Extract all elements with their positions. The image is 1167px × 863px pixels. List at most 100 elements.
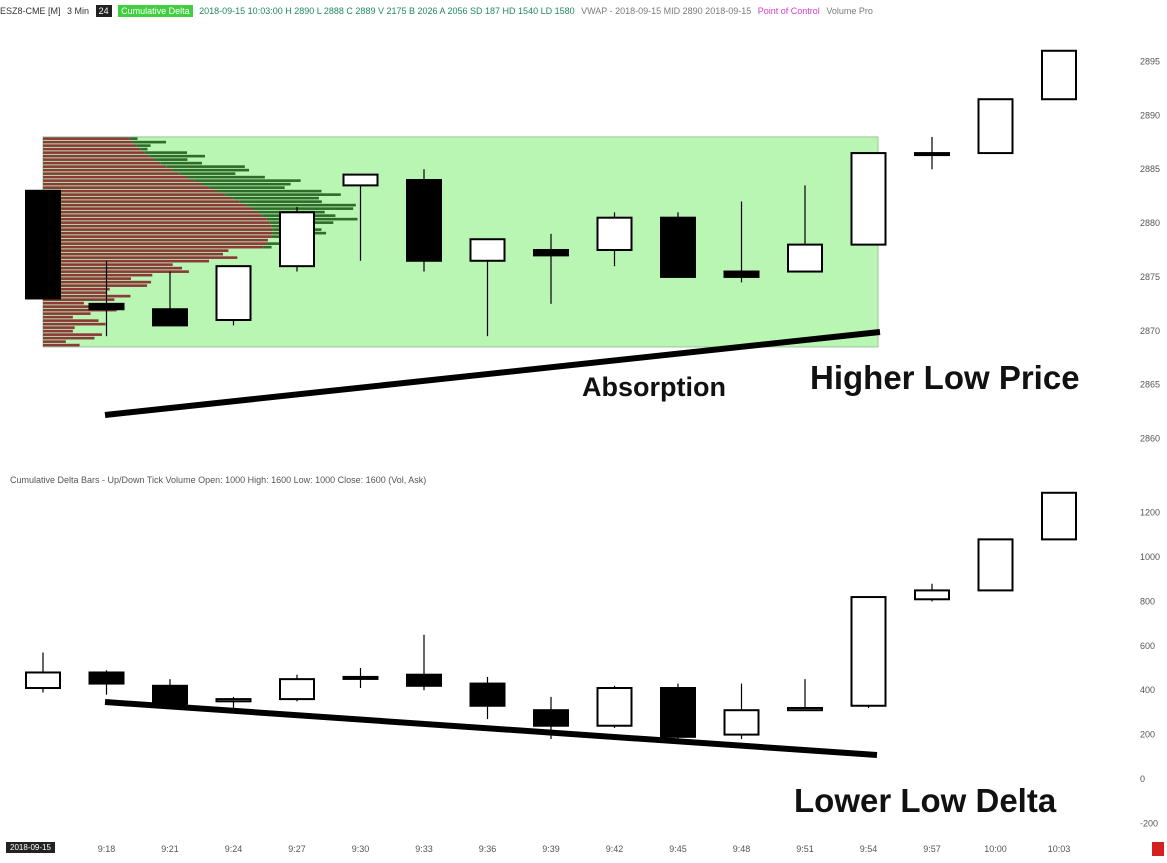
profile-bar-low bbox=[43, 315, 73, 319]
price-candle bbox=[723, 270, 760, 278]
profile-bar-high bbox=[172, 168, 250, 172]
price-candle bbox=[279, 211, 315, 268]
poc-label: Point of Control bbox=[757, 6, 820, 16]
profile-bar-low bbox=[43, 147, 141, 151]
symbol-label: ESZ8-CME [M] bbox=[0, 6, 61, 16]
profile-bar-low bbox=[43, 231, 273, 235]
time-axis-tick: 9:39 bbox=[542, 844, 560, 854]
profile-bar-high bbox=[202, 182, 291, 186]
time-axis-tick: 9:30 bbox=[352, 844, 370, 854]
higher-low-trendline bbox=[104, 329, 881, 418]
profile-bar-low bbox=[43, 259, 210, 263]
time-axis-tick: 9:24 bbox=[225, 844, 243, 854]
delta-candle bbox=[25, 671, 61, 690]
profile-bar-low bbox=[43, 277, 131, 280]
time-axis-tick: 9:27 bbox=[288, 844, 306, 854]
time-axis-tick: 9:18 bbox=[98, 844, 116, 854]
price-axis-tick: 2875 bbox=[1140, 272, 1160, 282]
time-axis-tick: 9:42 bbox=[606, 844, 624, 854]
time-axis-tick: 9:54 bbox=[860, 844, 878, 854]
profile-bar-low bbox=[43, 207, 253, 210]
volume-profile bbox=[43, 137, 358, 347]
profile-bar-low bbox=[43, 158, 155, 161]
profile-bar-low bbox=[43, 221, 270, 224]
time-axis-tick: 9:57 bbox=[923, 844, 941, 854]
profile-bar-low bbox=[43, 340, 66, 343]
price-axis-tick: 2885 bbox=[1140, 164, 1160, 174]
profile-bar-low bbox=[43, 298, 115, 301]
price-candles bbox=[25, 49, 1077, 337]
price-axis-tick: 2860 bbox=[1140, 433, 1160, 443]
profile-bar-low bbox=[43, 336, 95, 340]
profile-bar-low bbox=[43, 144, 137, 147]
profile-bar-high bbox=[186, 175, 265, 179]
higher-low-annotation: Higher Low Price bbox=[810, 359, 1080, 396]
profile-bar-low bbox=[43, 245, 264, 249]
profile-bar-high bbox=[136, 144, 151, 147]
profile-bar-low bbox=[43, 329, 73, 333]
price-candle bbox=[469, 238, 506, 262]
price-axis-tick: 2880 bbox=[1140, 218, 1160, 228]
profile-bar-low bbox=[43, 186, 210, 189]
price-candle bbox=[977, 98, 1014, 155]
profile-bar-low bbox=[43, 179, 195, 182]
profile-bar-high bbox=[149, 154, 205, 158]
profile-bar-low bbox=[43, 238, 268, 242]
profile-bar-low bbox=[43, 280, 152, 284]
profile-bar-low bbox=[43, 266, 182, 270]
profile-bar-high bbox=[132, 140, 167, 144]
delta-axis-tick: 200 bbox=[1140, 730, 1155, 740]
profile-bar-high bbox=[252, 207, 354, 210]
delta-candle bbox=[88, 671, 125, 685]
profile-bar-low bbox=[43, 263, 173, 266]
interval-label: 3 Min bbox=[67, 6, 90, 16]
profile-bar-low bbox=[43, 196, 233, 200]
delta-candle bbox=[977, 538, 1014, 592]
profile-bar-low bbox=[43, 217, 267, 221]
profile-bar-low bbox=[43, 333, 102, 336]
time-axis-tick: 9:45 bbox=[669, 844, 687, 854]
delta-candle bbox=[533, 709, 569, 727]
profile-bar-low bbox=[43, 256, 238, 259]
price-candle bbox=[1041, 49, 1077, 101]
price-candle bbox=[533, 249, 569, 257]
profile-bar-low bbox=[43, 305, 99, 308]
delta-axis-tick: -200 bbox=[1140, 818, 1158, 828]
profile-bar-low bbox=[43, 284, 148, 287]
delta-axis-tick: 1000 bbox=[1140, 552, 1160, 562]
study-badge[interactable]: 24 bbox=[95, 5, 112, 17]
delta-candle bbox=[914, 589, 950, 601]
profile-bar-low bbox=[43, 189, 218, 193]
profile-bar-high bbox=[194, 179, 301, 182]
profile-bar-low bbox=[43, 203, 247, 207]
scroll-corner-button[interactable] bbox=[1152, 842, 1164, 856]
profile-bar-low bbox=[43, 193, 226, 196]
time-axis-tick: 9:21 bbox=[161, 844, 179, 854]
profile-bar-low bbox=[43, 273, 153, 277]
profile-bar-high bbox=[217, 189, 322, 193]
date-badge: 2018-09-15 bbox=[6, 842, 55, 853]
time-axis-tick: 9:48 bbox=[733, 844, 751, 854]
profile-bar-low bbox=[43, 137, 130, 140]
price-candle bbox=[88, 302, 125, 311]
profile-bar-low bbox=[43, 308, 117, 312]
profile-bar-low bbox=[43, 242, 268, 245]
profile-bar-high bbox=[140, 147, 148, 151]
time-axis-tick: 10:03 bbox=[1048, 844, 1071, 854]
axes: 2895 2890 2885 2880 2875 2870 2865 2860 1200 1000… bbox=[98, 57, 1160, 854]
delta-panel-header: Cumulative Delta Bars - Up/Down Tick Vol… bbox=[10, 475, 427, 485]
price-candle bbox=[850, 152, 887, 246]
price-candle bbox=[914, 152, 950, 157]
delta-axis-tick: 0 bbox=[1140, 774, 1145, 784]
price-candle bbox=[660, 216, 696, 278]
delta-candle bbox=[406, 673, 442, 687]
delta-candle bbox=[787, 706, 823, 712]
study-badge-green[interactable]: Cumulative Delta bbox=[118, 5, 193, 17]
profile-bar-high bbox=[144, 151, 188, 154]
lower-low-annotation: Lower Low Delta bbox=[794, 782, 1057, 819]
delta-axis-tick: 600 bbox=[1140, 641, 1155, 651]
profile-bar-low bbox=[43, 200, 240, 203]
profile-bar-low bbox=[43, 224, 272, 228]
absorption-annotation: Absorption bbox=[582, 372, 726, 402]
